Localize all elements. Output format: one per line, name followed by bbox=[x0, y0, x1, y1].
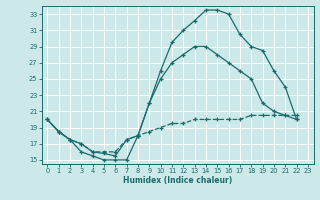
X-axis label: Humidex (Indice chaleur): Humidex (Indice chaleur) bbox=[123, 176, 232, 185]
